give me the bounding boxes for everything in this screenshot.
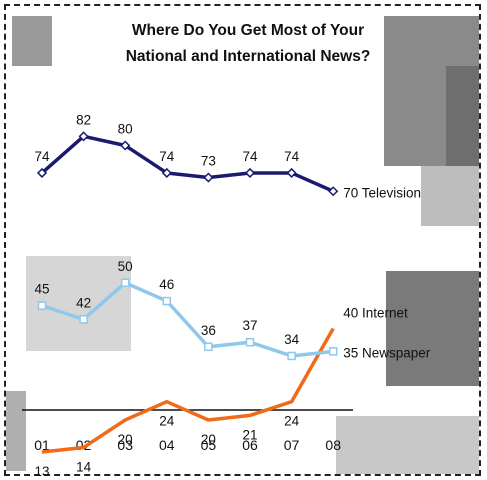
data-point bbox=[37, 301, 47, 310]
data-label: 50 bbox=[118, 259, 133, 274]
data-label: 13 bbox=[34, 464, 49, 479]
data-point bbox=[161, 167, 172, 179]
x-tick-label: 05 bbox=[201, 437, 217, 453]
data-label: 74 bbox=[284, 149, 300, 164]
series-line bbox=[41, 281, 334, 358]
data-point bbox=[286, 167, 297, 179]
background-patch bbox=[421, 166, 479, 226]
data-label: 46 bbox=[159, 277, 174, 292]
data-label: 45 bbox=[34, 282, 49, 297]
data-point bbox=[120, 278, 130, 287]
data-label: 74 bbox=[159, 149, 175, 164]
data-point bbox=[203, 172, 214, 183]
data-label: 14 bbox=[76, 459, 92, 474]
data-point bbox=[287, 351, 296, 361]
x-tick-label: 06 bbox=[242, 437, 258, 453]
data-label: 34 bbox=[284, 332, 300, 347]
x-tick-label: 01 bbox=[34, 437, 50, 453]
background-patch bbox=[6, 391, 26, 471]
data-point bbox=[328, 186, 339, 197]
chart-frame bbox=[4, 4, 481, 476]
data-point bbox=[36, 167, 48, 179]
background-patch bbox=[12, 16, 52, 66]
data-point bbox=[78, 131, 89, 142]
data-point bbox=[120, 140, 131, 151]
series-line bbox=[41, 327, 335, 454]
x-tick-label: 04 bbox=[159, 437, 175, 453]
series-end-label: 70 Television bbox=[343, 185, 421, 200]
series-newspaper: 45 42 50 46 36 37 34 35 Newspaper bbox=[34, 259, 430, 361]
background-patch bbox=[336, 416, 479, 474]
data-point bbox=[244, 167, 256, 179]
data-point bbox=[245, 337, 255, 347]
data-point bbox=[328, 347, 338, 356]
x-tick-label: 08 bbox=[325, 437, 341, 453]
data-label: 42 bbox=[76, 295, 91, 310]
data-label: 74 bbox=[34, 149, 50, 164]
series-end-label: 40 Internet bbox=[343, 306, 408, 321]
data-label: 37 bbox=[242, 318, 257, 333]
background-patch bbox=[386, 271, 479, 386]
data-label: 82 bbox=[76, 112, 91, 127]
data-label: 20 bbox=[118, 432, 133, 447]
data-label: 80 bbox=[118, 122, 133, 137]
x-tick-label: 07 bbox=[284, 437, 300, 453]
chart-title-line: National and International News? bbox=[126, 48, 371, 65]
data-label: 20 bbox=[201, 432, 216, 447]
data-point bbox=[162, 296, 172, 306]
series-end-label: 35 Newspaper bbox=[343, 345, 431, 360]
data-label: 21 bbox=[242, 427, 257, 442]
chart-title-line: Where Do You Get Most of Your bbox=[132, 22, 364, 39]
series-television: 74 82 80 74 73 74 74 70 Television bbox=[34, 112, 421, 200]
x-tick-label: 03 bbox=[117, 437, 133, 453]
data-point bbox=[79, 315, 88, 324]
data-label: 73 bbox=[201, 154, 216, 169]
series-internet: 13 14 20 24 20 21 24 40 Internet bbox=[34, 306, 408, 480]
data-label: 24 bbox=[284, 414, 300, 429]
series-line bbox=[40, 134, 334, 193]
data-label: 74 bbox=[242, 149, 258, 164]
data-point bbox=[204, 342, 213, 352]
data-label: 36 bbox=[201, 323, 216, 338]
data-label: 24 bbox=[159, 414, 175, 429]
